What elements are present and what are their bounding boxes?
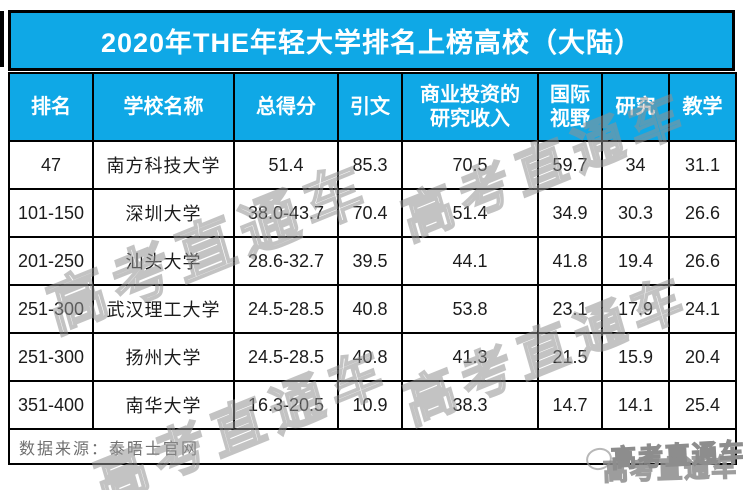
cell-international: 41.8: [537, 236, 603, 286]
cell-rank: 351-400: [8, 380, 94, 430]
page-title: 2020年THE年轻大学排名上榜高校（大陆）: [8, 10, 735, 71]
cell-research: 34: [601, 140, 670, 190]
table-row: 251-300 武汉理工大学 24.5-28.5 40.8 53.8 23.1 …: [8, 284, 737, 334]
cell-international: 34.9: [537, 188, 603, 238]
cell-teaching: 26.6: [668, 236, 737, 286]
cell-international: 21.5: [537, 332, 603, 382]
cell-school: 汕头大学: [92, 236, 235, 286]
cell-teaching: 26.6: [668, 188, 737, 238]
cell-total: 16.3-20.5: [233, 380, 339, 430]
cell-citation: 39.5: [337, 236, 403, 286]
ranking-table: 排名 学校名称 总得分 引文 商业投资的 研究收入 国际 视野 研究 教学 47…: [8, 72, 737, 465]
cell-total: 24.5-28.5: [233, 284, 339, 334]
header-industry-income: 商业投资的 研究收入: [401, 72, 539, 142]
cell-research: 17.9: [601, 284, 670, 334]
cell-citation: 85.3: [337, 140, 403, 190]
cell-industry-income: 38.3: [401, 380, 539, 430]
cell-international: 59.7: [537, 140, 603, 190]
cell-total: 28.6-32.7: [233, 236, 339, 286]
cell-teaching: 20.4: [668, 332, 737, 382]
cell-school: 深圳大学: [92, 188, 235, 238]
cell-rank: 251-300: [8, 284, 94, 334]
header-international-outlook: 国际 视野: [537, 72, 603, 142]
cell-industry-income: 41.3: [401, 332, 539, 382]
cell-research: 30.3: [601, 188, 670, 238]
table-row: 251-300 扬州大学 24.5-28.5 40.8 41.3 21.5 15…: [8, 332, 737, 382]
cell-teaching: 24.1: [668, 284, 737, 334]
cell-total: 51.4: [233, 140, 339, 190]
cell-rank: 201-250: [8, 236, 94, 286]
header-total: 总得分: [233, 72, 339, 142]
cell-rank: 101-150: [8, 188, 94, 238]
cell-school: 武汉理工大学: [92, 284, 235, 334]
cell-total: 24.5-28.5: [233, 332, 339, 382]
cell-international: 23.1: [537, 284, 603, 334]
cell-industry-income: 44.1: [401, 236, 539, 286]
cell-citation: 70.4: [337, 188, 403, 238]
cell-international: 14.7: [537, 380, 603, 430]
table-row: 351-400 南华大学 16.3-20.5 10.9 38.3 14.7 14…: [8, 380, 737, 430]
table-row: 201-250 汕头大学 28.6-32.7 39.5 44.1 41.8 19…: [8, 236, 737, 286]
cell-industry-income: 51.4: [401, 188, 539, 238]
cell-research: 14.1: [601, 380, 670, 430]
left-edge-artifact: [0, 11, 4, 67]
cell-research: 19.4: [601, 236, 670, 286]
header-rank: 排名: [8, 72, 94, 142]
cell-rank: 47: [8, 140, 94, 190]
cell-industry-income: 53.8: [401, 284, 539, 334]
table-footer-row: 数据来源：泰晤士官网: [8, 428, 737, 465]
cell-school: 南华大学: [92, 380, 235, 430]
header-research: 研究: [601, 72, 670, 142]
cell-industry-income: 70.5: [401, 140, 539, 190]
table-row: 47 南方科技大学 51.4 85.3 70.5 59.7 34 31.1: [8, 140, 737, 190]
cell-citation: 40.8: [337, 332, 403, 382]
header-teaching: 教学: [668, 72, 737, 142]
cell-school: 扬州大学: [92, 332, 235, 382]
cell-school: 南方科技大学: [92, 140, 235, 190]
cell-citation: 40.8: [337, 284, 403, 334]
cell-teaching: 31.1: [668, 140, 737, 190]
cell-teaching: 25.4: [668, 380, 737, 430]
cell-citation: 10.9: [337, 380, 403, 430]
header-school: 学校名称: [92, 72, 235, 142]
cell-total: 38.0-43.7: [233, 188, 339, 238]
cell-research: 15.9: [601, 332, 670, 382]
header-citation: 引文: [337, 72, 403, 142]
table-header-row: 排名 学校名称 总得分 引文 商业投资的 研究收入 国际 视野 研究 教学: [8, 72, 737, 142]
data-source-note: 数据来源：泰晤士官网: [8, 428, 737, 465]
cell-rank: 251-300: [8, 332, 94, 382]
table-row: 101-150 深圳大学 38.0-43.7 70.4 51.4 34.9 30…: [8, 188, 737, 238]
